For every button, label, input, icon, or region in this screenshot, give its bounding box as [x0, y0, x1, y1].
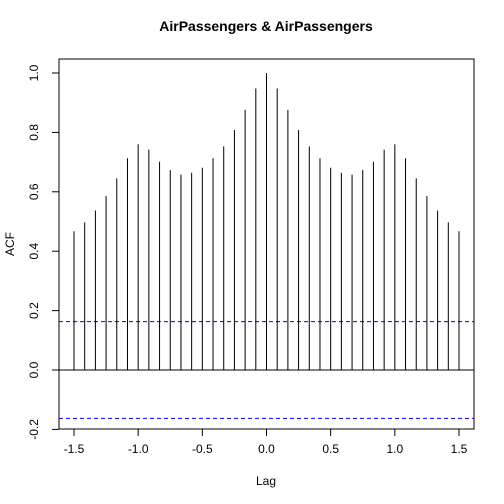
y-tick-label: 0.8 [27, 124, 41, 141]
x-tick-label: 0.5 [322, 442, 339, 456]
x-axis-label: Lag [256, 474, 276, 488]
y-tick-label: -0.2 [27, 419, 41, 440]
y-tick-label: 0.4 [27, 243, 41, 260]
y-tick-label: 0.0 [27, 361, 41, 378]
y-tick-label: 0.6 [27, 183, 41, 200]
x-tick-label: 1.5 [451, 442, 468, 456]
x-tick-label: 1.0 [386, 442, 403, 456]
x-tick-label: 0.0 [258, 442, 275, 456]
y-tick-label: 1.0 [27, 64, 41, 81]
x-tick-label: -1.0 [128, 442, 149, 456]
x-axis: -1.5 -1.0 -0.5 0.0 0.5 1.0 1.5 [64, 428, 468, 456]
chart-title: AirPassengers & AirPassengers [159, 18, 373, 34]
x-tick-label: -0.5 [192, 442, 213, 456]
x-tick-label: -1.5 [64, 442, 85, 456]
y-axis-label: ACF [3, 232, 17, 256]
acf-spikes [73, 73, 460, 370]
y-tick-label: 0.2 [27, 302, 41, 319]
y-axis: -0.2 0.0 0.2 0.4 0.6 0.8 1.0 [27, 64, 60, 440]
